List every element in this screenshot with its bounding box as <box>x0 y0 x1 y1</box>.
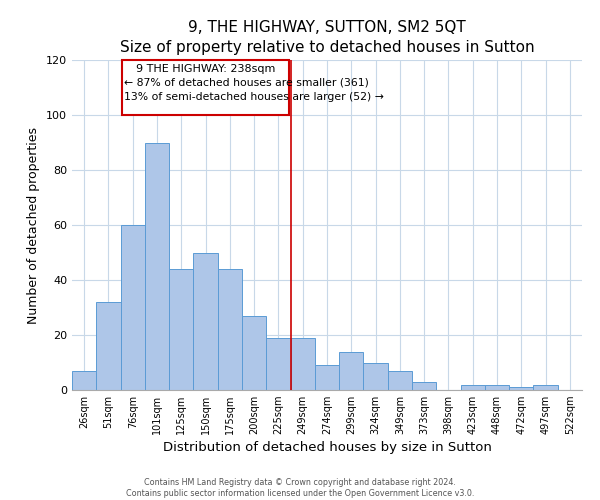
Bar <box>364 362 388 390</box>
Y-axis label: Number of detached properties: Number of detached properties <box>28 126 40 324</box>
Bar <box>72 371 96 390</box>
Bar <box>388 371 412 390</box>
Bar <box>145 142 169 390</box>
FancyBboxPatch shape <box>122 60 289 115</box>
Bar <box>290 338 315 390</box>
Bar <box>266 338 290 390</box>
Bar <box>509 387 533 390</box>
Bar <box>242 316 266 390</box>
Text: 9 THE HIGHWAY: 238sqm: 9 THE HIGHWAY: 238sqm <box>136 64 275 74</box>
Text: Contains HM Land Registry data © Crown copyright and database right 2024.
Contai: Contains HM Land Registry data © Crown c… <box>126 478 474 498</box>
Bar <box>533 384 558 390</box>
Title: 9, THE HIGHWAY, SUTTON, SM2 5QT
Size of property relative to detached houses in : 9, THE HIGHWAY, SUTTON, SM2 5QT Size of … <box>119 20 535 54</box>
X-axis label: Distribution of detached houses by size in Sutton: Distribution of detached houses by size … <box>163 442 491 454</box>
Bar <box>218 269 242 390</box>
Bar <box>169 269 193 390</box>
Bar <box>121 225 145 390</box>
Bar <box>315 365 339 390</box>
Bar <box>96 302 121 390</box>
Bar <box>461 384 485 390</box>
Bar <box>485 384 509 390</box>
Text: 13% of semi-detached houses are larger (52) →: 13% of semi-detached houses are larger (… <box>124 92 384 102</box>
Text: ← 87% of detached houses are smaller (361): ← 87% of detached houses are smaller (36… <box>124 78 369 88</box>
Bar <box>193 252 218 390</box>
Bar <box>339 352 364 390</box>
Bar <box>412 382 436 390</box>
